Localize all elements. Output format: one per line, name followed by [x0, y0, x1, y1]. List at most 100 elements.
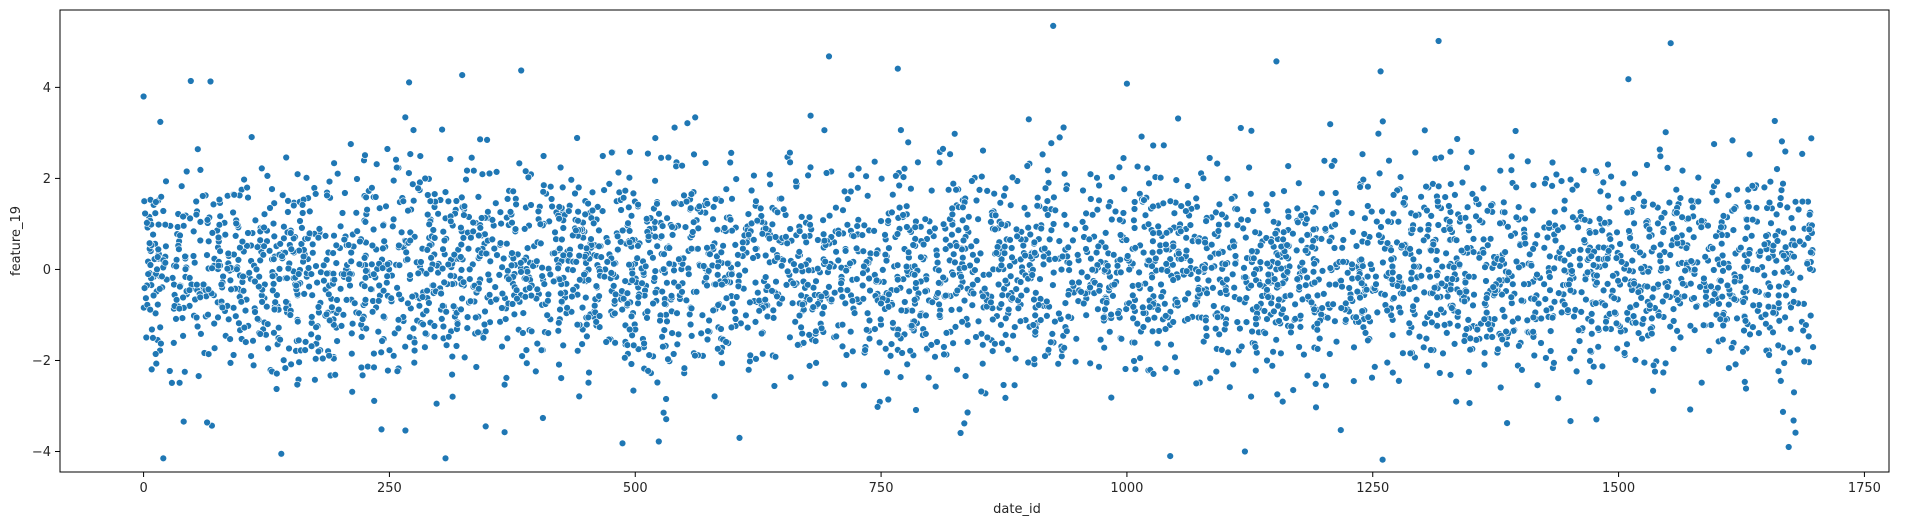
- scatter-point: [311, 376, 319, 384]
- scatter-point-outlier: [1376, 67, 1385, 76]
- scatter-point: [431, 234, 439, 242]
- scatter-point: [1454, 322, 1462, 330]
- scatter-point: [422, 307, 431, 315]
- scatter-point: [363, 206, 371, 214]
- scatter-point: [417, 258, 425, 266]
- scatter-point: [1630, 194, 1638, 202]
- scatter-point: [421, 343, 429, 351]
- scatter-point: [584, 199, 592, 208]
- scatter-point: [549, 277, 558, 286]
- scatter-point: [481, 307, 489, 316]
- scatter-point: [502, 315, 510, 323]
- scatter-point: [1256, 281, 1264, 289]
- scatter-point: [348, 320, 357, 328]
- scatter-point: [1342, 316, 1350, 324]
- scatter-point: [1620, 349, 1629, 357]
- scatter-point: [702, 274, 710, 282]
- scatter-point: [559, 251, 567, 260]
- scatter-point: [1388, 331, 1397, 339]
- scatter-point: [226, 276, 235, 284]
- scatter-point: [1631, 356, 1640, 364]
- scatter-point: [1048, 330, 1057, 338]
- scatter-point: [1280, 187, 1288, 195]
- scatter-point: [651, 232, 659, 241]
- scatter-point: [1060, 211, 1069, 219]
- scatter-point: [1215, 200, 1224, 209]
- scatter-point: [546, 183, 555, 191]
- scatter-point: [539, 414, 547, 422]
- scatter-point: [711, 195, 720, 203]
- scatter-point: [994, 280, 1003, 289]
- scatter-point: [899, 173, 908, 181]
- scatter-point: [1338, 244, 1346, 252]
- scatter-point: [370, 270, 378, 278]
- scatter-point: [460, 202, 469, 210]
- scatter-point: [644, 149, 652, 158]
- scatter-point: [1235, 295, 1244, 303]
- scatter-point: [478, 214, 486, 222]
- scatter-point: [493, 251, 501, 259]
- scatter-point: [1129, 291, 1137, 300]
- scatter-point: [1415, 247, 1423, 256]
- scatter-point: [1557, 308, 1566, 317]
- scatter-point: [991, 340, 999, 348]
- scatter-point: [944, 186, 953, 194]
- scatter-point: [595, 242, 603, 251]
- scatter-point: [969, 251, 977, 259]
- scatter-point: [897, 306, 906, 314]
- scatter-point: [329, 249, 337, 257]
- scatter-point: [1673, 209, 1681, 217]
- scatter-point: [991, 211, 1000, 220]
- scatter-point: [965, 213, 973, 221]
- scatter-point: [997, 261, 1006, 270]
- scatter-point: [598, 207, 607, 215]
- scatter-point: [750, 171, 758, 180]
- scatter-point: [574, 208, 582, 216]
- scatter-point: [168, 379, 176, 387]
- scatter-point: [820, 303, 828, 311]
- scatter-point: [1309, 268, 1318, 276]
- scatter-point: [1309, 208, 1317, 216]
- scatter-point: [1570, 312, 1578, 321]
- scatter-point: [1064, 313, 1073, 321]
- scatter-point: [623, 341, 632, 349]
- scatter-point: [1077, 288, 1085, 296]
- scatter-point: [1269, 348, 1277, 356]
- scatter-point: [1307, 298, 1316, 307]
- scatter-point: [1071, 225, 1079, 233]
- scatter-point: [425, 299, 433, 307]
- scatter-point: [1577, 288, 1586, 296]
- scatter-point: [687, 304, 696, 313]
- scatter-point: [1443, 329, 1451, 337]
- scatter-point-outlier: [1378, 456, 1387, 464]
- scatter-point: [1694, 173, 1703, 182]
- scatter-point: [756, 204, 765, 213]
- scatter-point: [663, 279, 671, 287]
- scatter-point: [1079, 299, 1088, 308]
- scatter-point: [1482, 277, 1490, 285]
- scatter-point: [1649, 285, 1658, 293]
- scatter-point: [903, 360, 911, 368]
- scatter-point: [522, 275, 530, 283]
- scatter-point: [421, 329, 430, 337]
- scatter-point: [239, 272, 247, 281]
- scatter-point: [1071, 358, 1080, 366]
- scatter-point: [992, 249, 1000, 257]
- scatter-point: [1289, 386, 1297, 394]
- scatter-point: [634, 293, 643, 301]
- scatter-point: [446, 155, 454, 163]
- scatter-point: [1783, 203, 1792, 212]
- scatter-point: [797, 291, 805, 300]
- scatter-point: [554, 264, 562, 272]
- scatter-point: [348, 350, 356, 358]
- scatter-point: [527, 327, 536, 335]
- scatter-point: [157, 339, 165, 348]
- scatter-point: [1809, 343, 1817, 351]
- scatter-point: [409, 126, 418, 134]
- scatter-point: [750, 236, 758, 244]
- scatter-point: [1761, 310, 1770, 319]
- scatter-point: [1155, 247, 1164, 256]
- scatter-point: [1760, 240, 1769, 249]
- scatter-point: [1263, 259, 1272, 268]
- scatter-point: [1160, 141, 1168, 150]
